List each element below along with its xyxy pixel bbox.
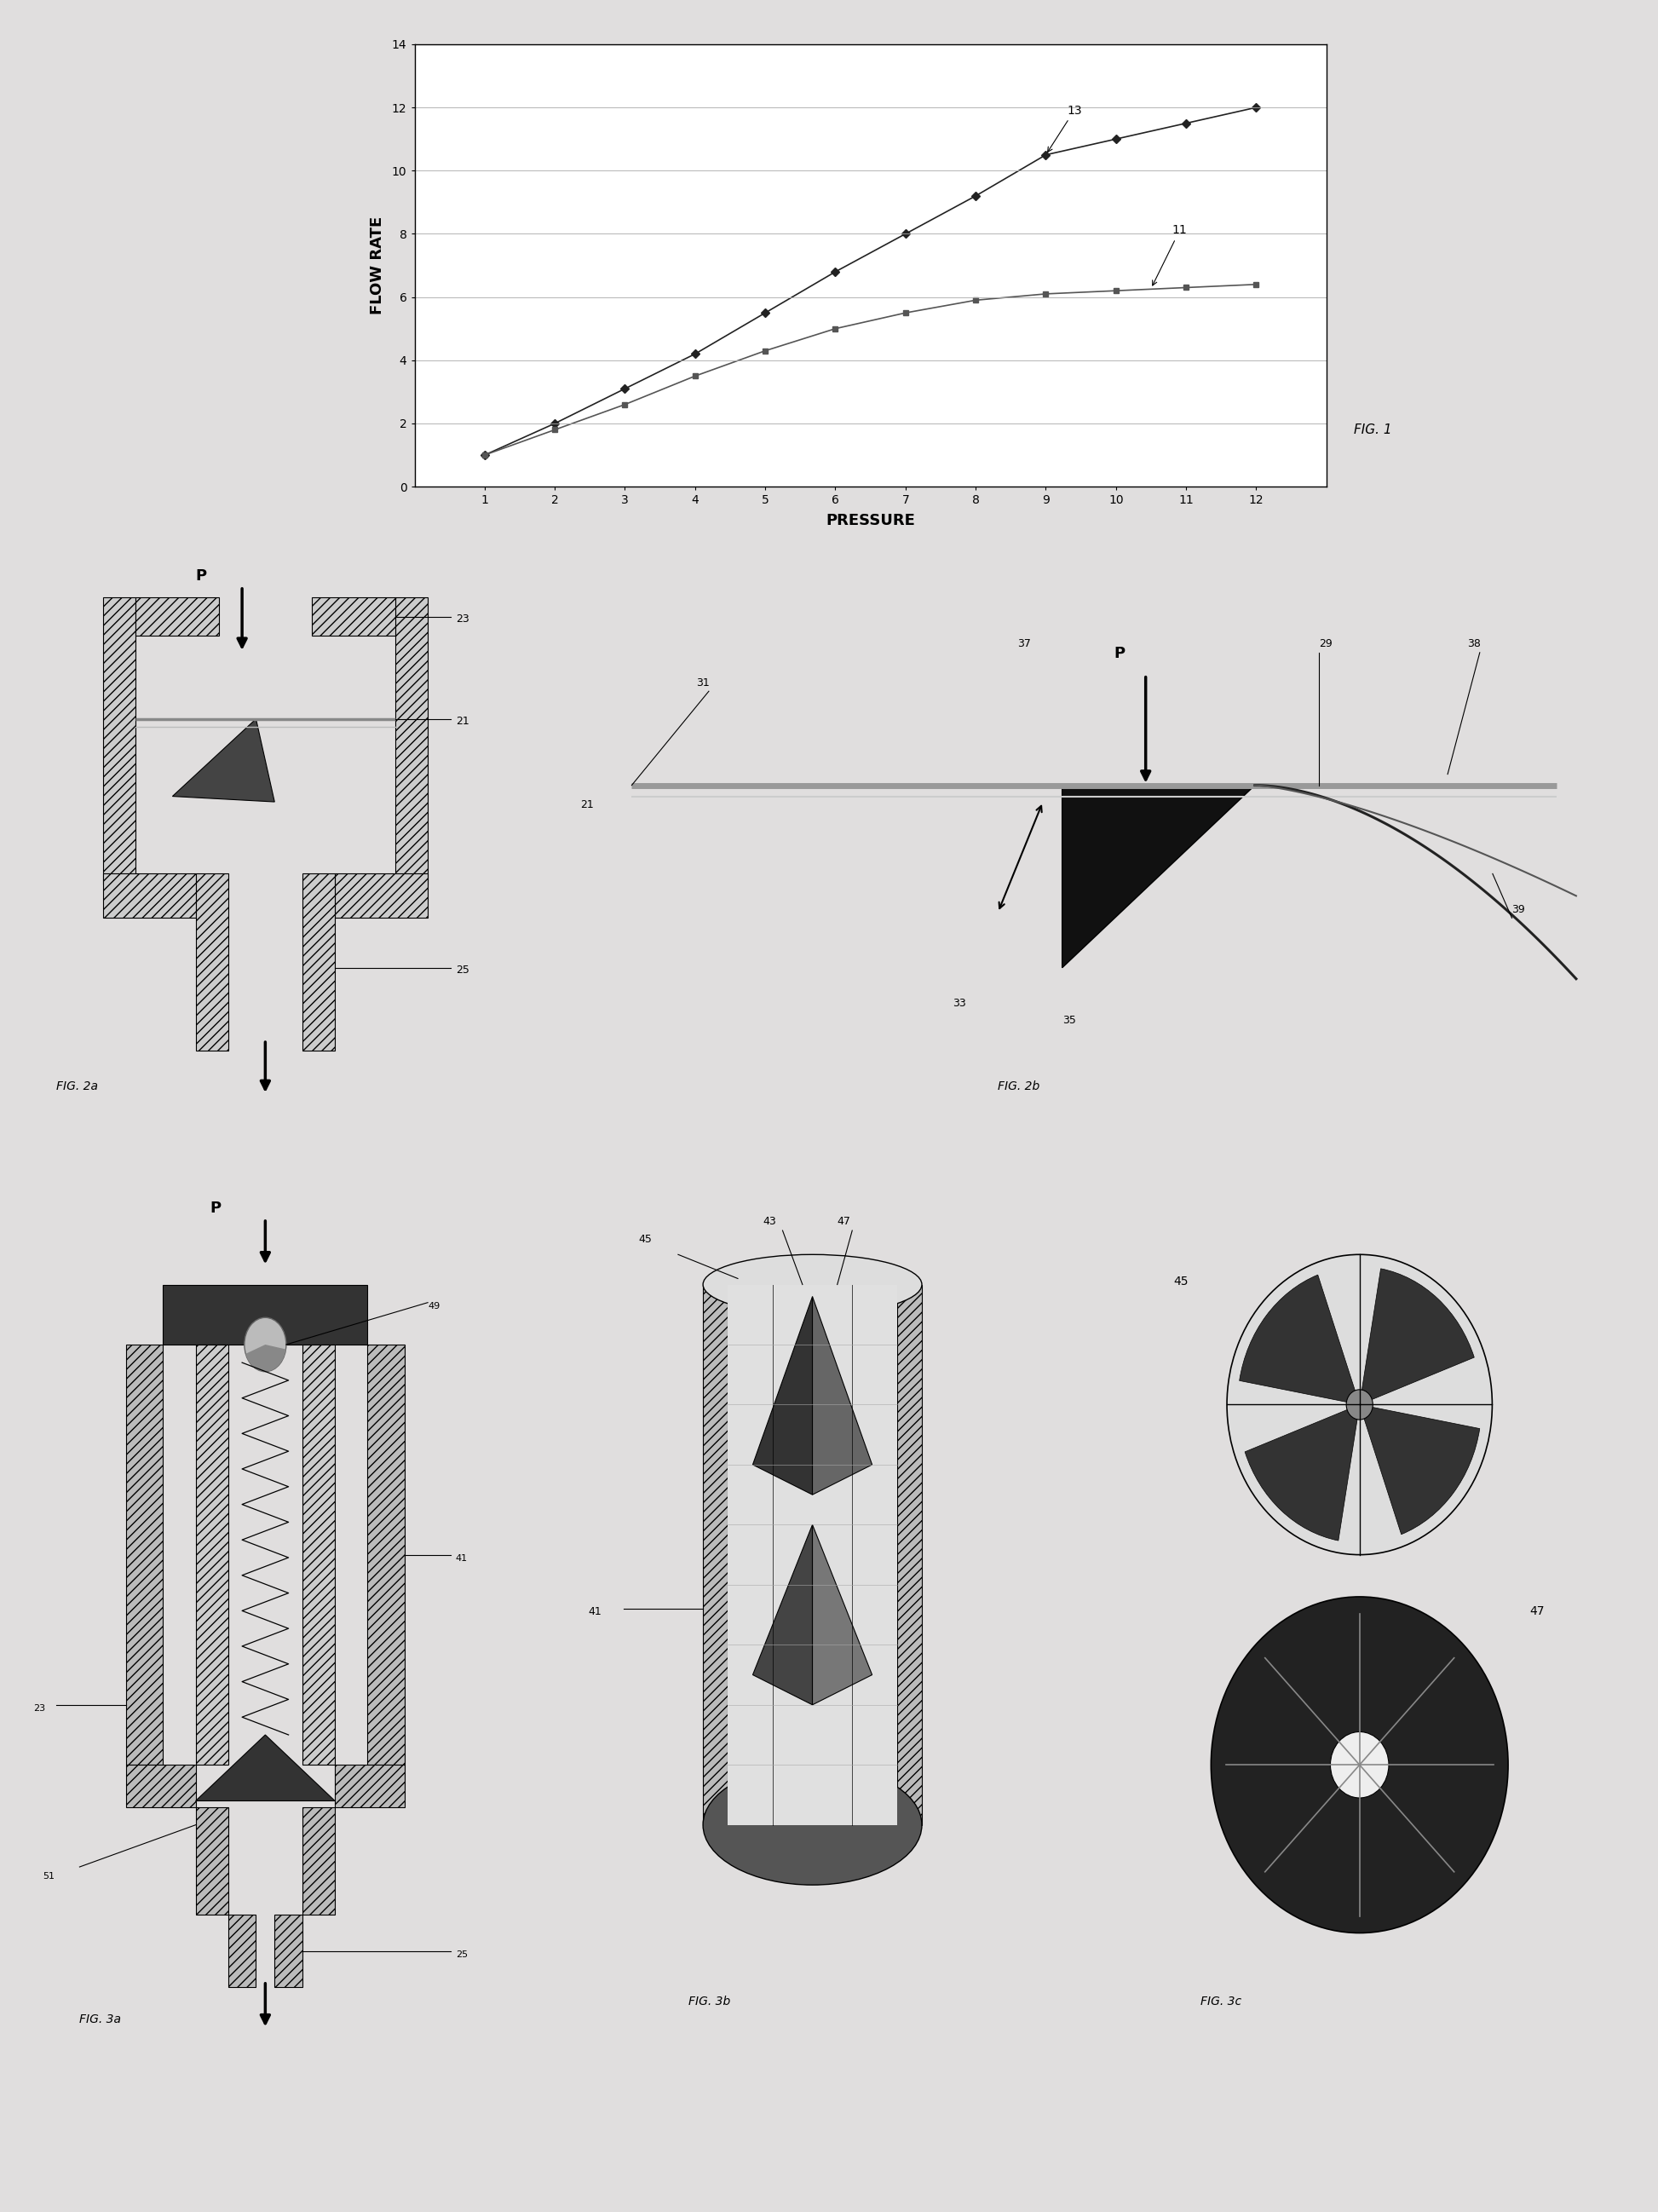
Polygon shape <box>335 1765 405 1807</box>
Polygon shape <box>897 1285 922 1825</box>
Polygon shape <box>335 874 428 918</box>
Text: 33: 33 <box>953 998 967 1009</box>
Polygon shape <box>172 719 275 801</box>
Polygon shape <box>312 597 395 637</box>
Polygon shape <box>302 874 335 1051</box>
Wedge shape <box>245 1345 285 1371</box>
Text: 43: 43 <box>763 1217 776 1228</box>
Text: FIG. 3b: FIG. 3b <box>688 1995 730 2008</box>
Text: FIG. 1: FIG. 1 <box>1355 422 1391 436</box>
Text: 51: 51 <box>43 1871 55 1880</box>
Polygon shape <box>103 597 136 885</box>
Wedge shape <box>1360 1270 1474 1405</box>
Text: P: P <box>1114 646 1124 661</box>
Text: 31: 31 <box>696 677 710 688</box>
Wedge shape <box>1240 1274 1360 1405</box>
Text: 39: 39 <box>1512 905 1525 916</box>
Text: 35: 35 <box>1063 1015 1076 1026</box>
Polygon shape <box>162 1285 368 1345</box>
Polygon shape <box>728 1285 897 1825</box>
X-axis label: PRESSURE: PRESSURE <box>826 513 915 529</box>
Polygon shape <box>302 1345 335 1765</box>
Circle shape <box>1346 1389 1373 1420</box>
Text: 47: 47 <box>837 1217 851 1228</box>
Ellipse shape <box>703 1765 922 1885</box>
Text: 41: 41 <box>456 1553 468 1562</box>
Polygon shape <box>126 1765 196 1807</box>
Polygon shape <box>126 1345 162 1765</box>
Polygon shape <box>275 1916 302 1986</box>
Text: P: P <box>196 568 207 584</box>
Polygon shape <box>229 1916 255 1986</box>
Circle shape <box>1227 1254 1492 1555</box>
Wedge shape <box>1360 1405 1479 1535</box>
Text: FIG. 2b: FIG. 2b <box>998 1079 1040 1093</box>
Text: 25: 25 <box>456 1951 468 1958</box>
Text: 49: 49 <box>428 1301 439 1310</box>
Polygon shape <box>395 597 428 885</box>
Text: 45: 45 <box>638 1234 652 1245</box>
Text: 41: 41 <box>589 1606 602 1617</box>
Text: 11: 11 <box>1152 223 1187 285</box>
Text: 45: 45 <box>1174 1274 1189 1287</box>
Polygon shape <box>703 1285 728 1825</box>
Text: 29: 29 <box>1320 639 1333 650</box>
Polygon shape <box>753 1296 812 1495</box>
Text: 37: 37 <box>1016 639 1031 650</box>
Polygon shape <box>368 1345 405 1765</box>
Text: 23: 23 <box>456 613 469 624</box>
Polygon shape <box>1063 785 1255 969</box>
Text: 21: 21 <box>580 799 594 810</box>
Polygon shape <box>812 1524 872 1705</box>
Ellipse shape <box>703 1254 922 1314</box>
Polygon shape <box>136 597 219 637</box>
Text: P: P <box>209 1201 221 1217</box>
Text: 13: 13 <box>1048 104 1083 153</box>
Circle shape <box>1210 1597 1509 1933</box>
Circle shape <box>1330 1732 1389 1798</box>
Text: FIG. 3c: FIG. 3c <box>1200 1995 1242 2008</box>
Polygon shape <box>753 1524 812 1705</box>
Polygon shape <box>196 1734 335 1801</box>
Polygon shape <box>196 1345 229 1765</box>
Text: FIG. 2a: FIG. 2a <box>56 1079 98 1093</box>
Polygon shape <box>196 874 229 1051</box>
Text: 23: 23 <box>33 1703 45 1712</box>
Text: 38: 38 <box>1467 639 1481 650</box>
Polygon shape <box>196 1807 229 1916</box>
Polygon shape <box>812 1296 872 1495</box>
Wedge shape <box>1245 1405 1360 1540</box>
Text: 25: 25 <box>456 964 469 975</box>
Polygon shape <box>103 874 196 918</box>
Polygon shape <box>302 1807 335 1916</box>
Y-axis label: FLOW RATE: FLOW RATE <box>370 217 385 314</box>
Circle shape <box>244 1318 287 1371</box>
Text: 21: 21 <box>456 717 469 728</box>
Text: FIG. 3a: FIG. 3a <box>80 2013 121 2026</box>
Text: 47: 47 <box>1529 1606 1544 1617</box>
